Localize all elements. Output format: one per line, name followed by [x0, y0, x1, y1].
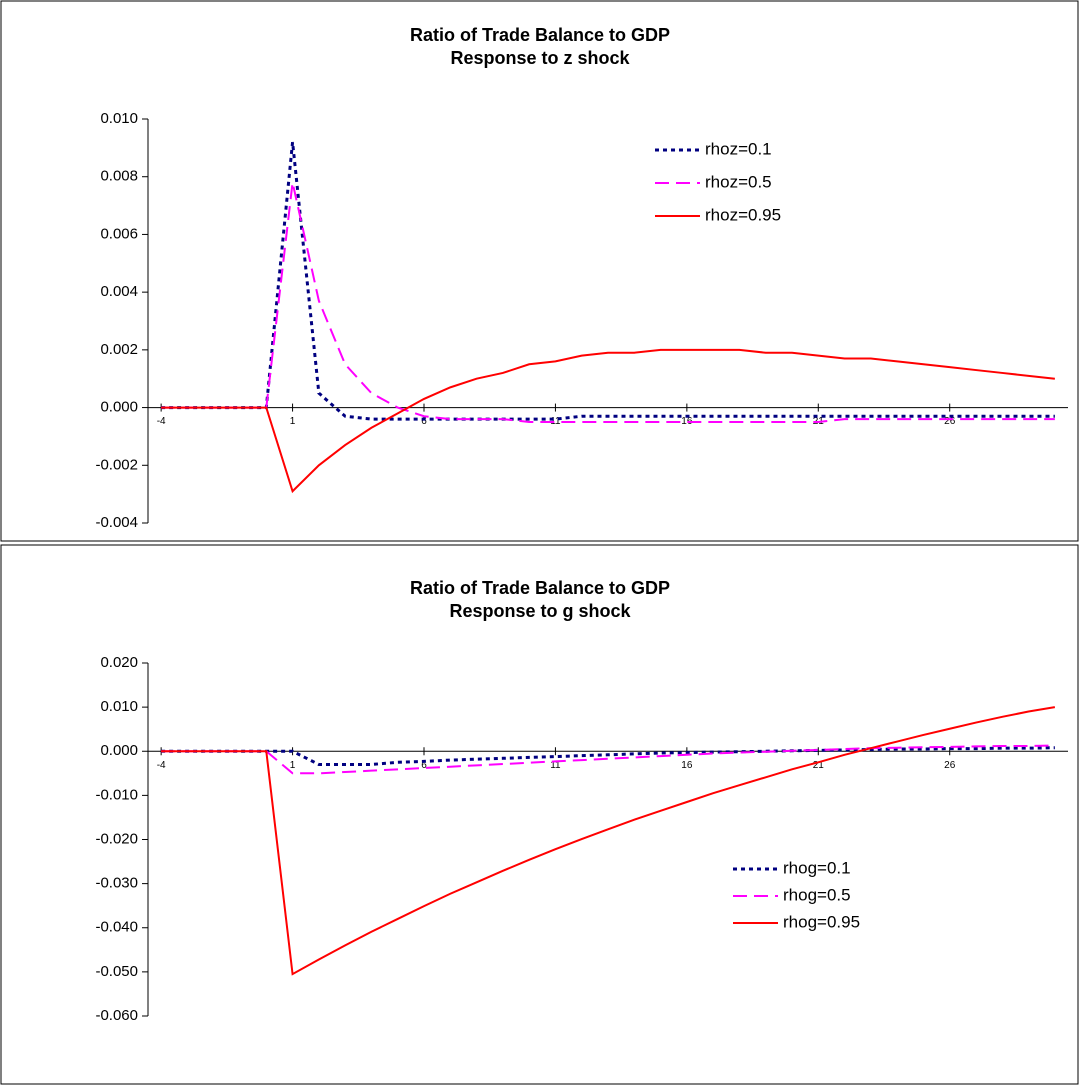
chart-frame [0, 544, 1079, 1085]
legend-label: rhog=0.1 [783, 858, 851, 877]
x-tick-label: 1 [290, 760, 296, 771]
x-tick-label: -4 [157, 760, 166, 771]
x-tick-label: 1 [290, 416, 296, 427]
y-tick-label: -0.060 [95, 1007, 138, 1024]
chart-title: Ratio of Trade Balance to GDP [410, 25, 670, 45]
chart-subtitle: Response to g shock [449, 601, 631, 621]
y-tick-label: -0.050 [95, 963, 138, 980]
series-line [161, 746, 1055, 766]
x-tick-label: 6 [421, 760, 427, 771]
chart: Ratio of Trade Balance to GDP Response to… [0, 0, 1079, 542]
chart: Ratio of Trade Balance to GDP Response to… [0, 544, 1079, 1085]
y-tick-label: 0.006 [100, 225, 138, 242]
y-tick-label: 0.000 [100, 742, 138, 759]
series-line [161, 182, 1055, 423]
x-tick-label: 6 [421, 416, 427, 427]
x-tick-label: 21 [813, 760, 825, 771]
y-tick-label: 0.020 [100, 654, 138, 671]
x-tick-label: 26 [944, 760, 956, 771]
x-tick-label: 11 [550, 416, 561, 427]
series-line [161, 348, 1055, 494]
legend-label: rhog=0.95 [783, 912, 860, 931]
y-tick-label: 0.010 [100, 110, 138, 127]
x-tick-label: 26 [944, 416, 956, 427]
y-tick-label: 0.008 [100, 168, 138, 185]
y-tick-label: 0.004 [100, 283, 138, 300]
y-tick-label: -0.020 [95, 830, 138, 847]
x-tick-label: -4 [157, 416, 166, 427]
x-tick-label: 16 [681, 416, 693, 427]
y-tick-label: -0.004 [95, 514, 138, 531]
y-tick-label: 0.000 [100, 399, 138, 416]
y-tick-label: -0.002 [95, 456, 138, 473]
y-tick-label: -0.030 [95, 875, 138, 892]
series-line [161, 141, 1055, 421]
chart-frame [0, 0, 1079, 542]
legend-label: rhoz=0.5 [705, 172, 772, 191]
chart-subtitle: Response to z shock [450, 48, 630, 68]
y-tick-label: -0.010 [95, 786, 138, 803]
x-tick-label: 16 [681, 760, 693, 771]
y-tick-label: 0.010 [100, 698, 138, 715]
y-tick-label: -0.040 [95, 919, 138, 936]
legend-label: rhoz=0.95 [705, 205, 781, 224]
series-line [161, 706, 1056, 976]
legend-label: rhoz=0.1 [705, 139, 772, 158]
legend-label: rhog=0.5 [783, 885, 851, 904]
y-tick-label: 0.002 [100, 341, 138, 358]
x-tick-label: 11 [550, 760, 561, 771]
series-line [161, 744, 1055, 775]
chart-title: Ratio of Trade Balance to GDP [410, 578, 670, 598]
